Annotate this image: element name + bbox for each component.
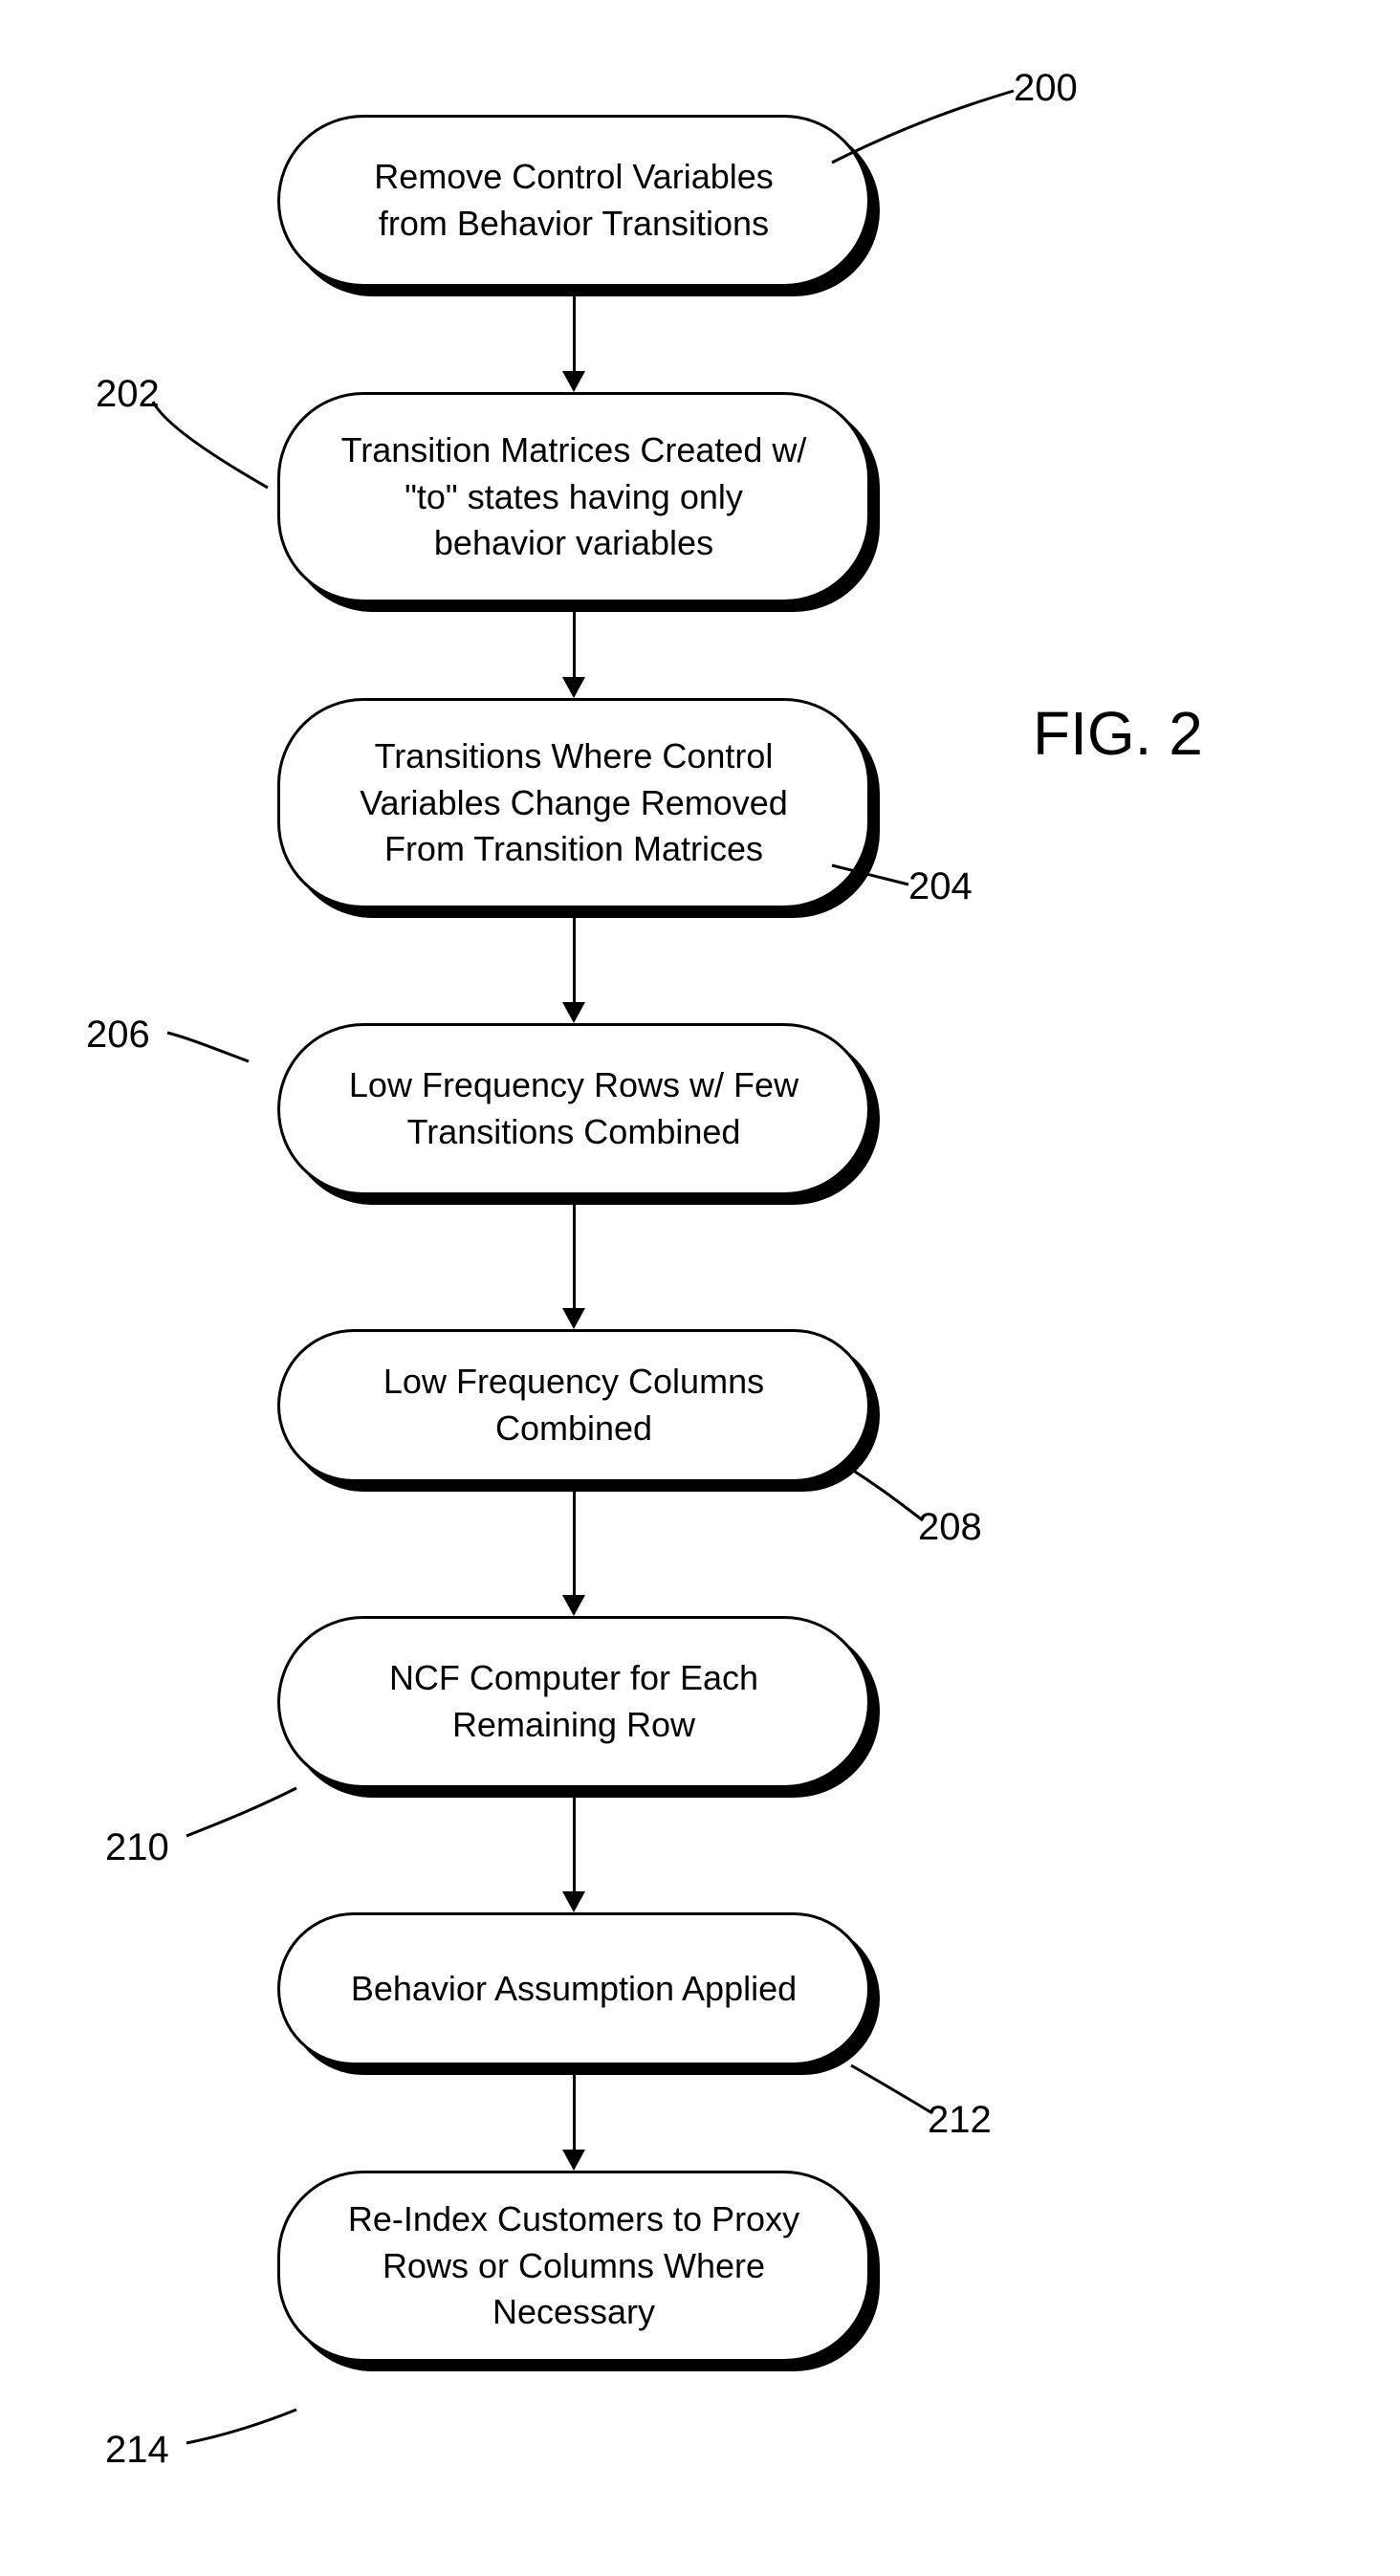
ref-label-214: 214 (105, 2429, 169, 2472)
flow-arrow (562, 908, 585, 1023)
flow-node-text: Behavior Assumption Applied (277, 1912, 870, 2065)
flow-node-text: Remove Control Variables from Behavior T… (277, 115, 870, 287)
ref-label-206: 206 (86, 1014, 150, 1057)
callout-line-214 (186, 2410, 296, 2443)
flowchart-container: Remove Control Variables from Behavior T… (239, 115, 908, 2362)
flow-arrow (562, 1195, 585, 1329)
ref-label-200: 200 (1014, 67, 1078, 110)
callout-line-206 (167, 1033, 249, 1061)
figure-label: FIG. 2 (1033, 698, 1203, 769)
ref-label-202: 202 (96, 373, 160, 416)
flow-node-214: Re-Index Customers to Proxy Rows or Colu… (277, 2171, 870, 2362)
flow-node-204: Transitions Where Control Variables Chan… (277, 698, 870, 908)
flow-arrow (562, 1788, 585, 1912)
flow-node-text: Low Frequency Columns Combined (277, 1329, 870, 1482)
flow-arrow (562, 2065, 585, 2171)
ref-label-204: 204 (908, 865, 973, 908)
flow-node-text: Re-Index Customers to Proxy Rows or Colu… (277, 2171, 870, 2362)
flow-node-200: Remove Control Variables from Behavior T… (277, 115, 870, 287)
flow-node-text: Low Frequency Rows w/ Few Transitions Co… (277, 1023, 870, 1195)
flow-node-text: NCF Computer for Each Remaining Row (277, 1616, 870, 1788)
flow-node-210: NCF Computer for Each Remaining Row (277, 1616, 870, 1788)
ref-label-208: 208 (918, 1506, 982, 1549)
flow-node-206: Low Frequency Rows w/ Few Transitions Co… (277, 1023, 870, 1195)
flow-node-212: Behavior Assumption Applied (277, 1912, 870, 2065)
flow-arrow (562, 602, 585, 698)
flow-arrow (562, 287, 585, 392)
ref-label-210: 210 (105, 1826, 169, 1869)
flow-node-text: Transition Matrices Created w/ "to" stat… (277, 392, 870, 602)
ref-label-212: 212 (928, 2099, 992, 2142)
flow-node-text: Transitions Where Control Variables Chan… (277, 698, 870, 908)
flow-node-202: Transition Matrices Created w/ "to" stat… (277, 392, 870, 602)
flow-node-208: Low Frequency Columns Combined (277, 1329, 870, 1482)
flow-arrow (562, 1482, 585, 1616)
